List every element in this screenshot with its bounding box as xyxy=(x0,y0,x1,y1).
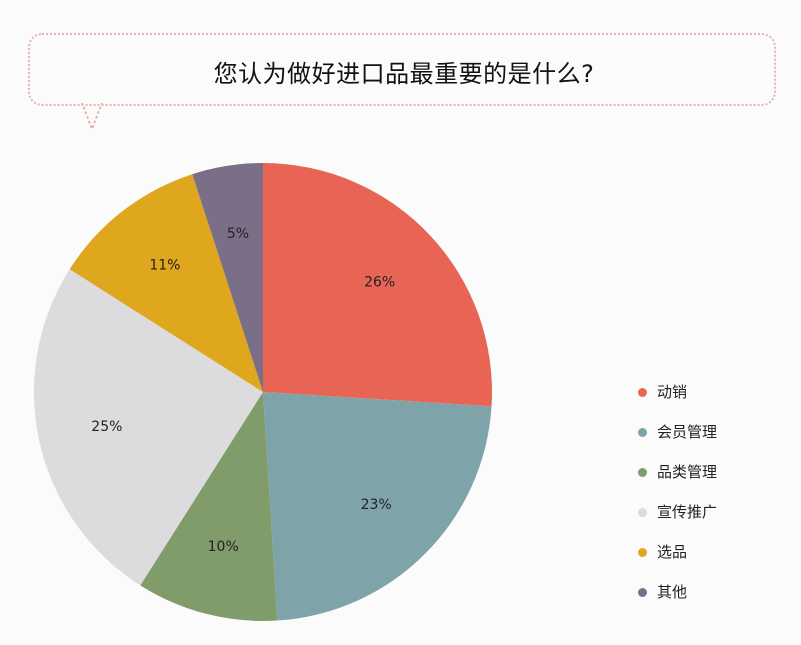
pie-slice-category-management xyxy=(140,392,278,621)
legend-label-product-selection: 选品 xyxy=(657,542,688,561)
legend-label-member-management: 会员管理 xyxy=(657,422,718,441)
pie-slice-other xyxy=(192,163,263,392)
legend-item-other: 其他 xyxy=(638,572,748,612)
legend-item-member-management: 会员管理 xyxy=(638,412,748,452)
pie-slice-product-selection xyxy=(69,174,264,392)
legend-swatch-product-selection xyxy=(638,547,647,557)
legend-label-other: 其他 xyxy=(657,582,688,601)
slice-label-other: 5% xyxy=(227,226,249,242)
legend-item-product-selection: 选品 xyxy=(638,532,748,572)
pie-slice-promotion xyxy=(34,269,264,586)
pie-slice-dongxiao xyxy=(263,163,492,407)
slice-label-promotion: 25% xyxy=(91,419,122,435)
legend-label-dongxiao: 动销 xyxy=(657,382,688,401)
legend-item-promotion: 宣传推广 xyxy=(638,492,748,532)
chart-title: 您认为做好进口品最重要的是什么? xyxy=(213,60,595,88)
legend-label-category-management: 品类管理 xyxy=(657,462,718,481)
legend-swatch-promotion xyxy=(638,507,647,517)
slice-label-member-management: 23% xyxy=(361,497,392,513)
legend-label-promotion: 宣传推广 xyxy=(657,502,718,521)
legend-swatch-dongxiao xyxy=(638,387,647,397)
title-bubble: 您认为做好进口品最重要的是什么? xyxy=(28,33,776,106)
legend-item-dongxiao: 动销 xyxy=(638,372,748,412)
slice-label-product-selection: 11% xyxy=(149,258,180,274)
slice-label-category-management: 10% xyxy=(208,539,239,555)
slice-label-dongxiao: 26% xyxy=(364,274,395,290)
chart-legend: 动销 会员管理 品类管理 宣传推广 选品 其他 xyxy=(638,372,748,612)
legend-swatch-category-management xyxy=(638,467,647,477)
title-bubble-pointer xyxy=(81,103,103,131)
legend-swatch-other xyxy=(638,587,647,597)
legend-swatch-member-management xyxy=(638,427,647,437)
pie-slice-member-management xyxy=(263,392,492,621)
legend-item-category-management: 品类管理 xyxy=(638,452,748,492)
